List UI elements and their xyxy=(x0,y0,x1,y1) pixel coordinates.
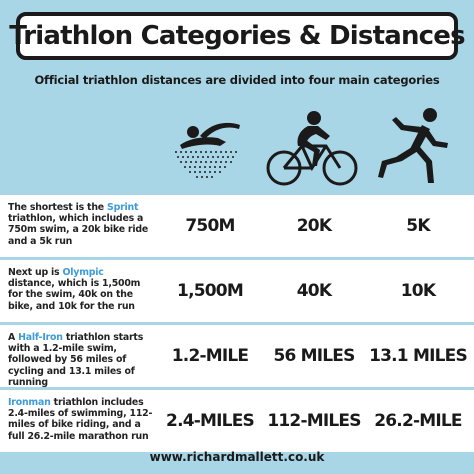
category-label: Olympic xyxy=(62,267,104,278)
swimmer-icon xyxy=(175,122,240,178)
swim-distance: 750M xyxy=(185,216,235,236)
bike-distance: 112-MILES xyxy=(267,411,361,431)
footer-url: www.richardmallett.co.uk xyxy=(149,450,325,464)
swim-distance: 2.4-MILES xyxy=(166,411,255,431)
bike-distance: 20K xyxy=(296,216,332,236)
run-distance: 13.1 MILES xyxy=(369,346,468,366)
table-row-olympic: Next up is Olympic distance, which is 1,… xyxy=(0,260,474,322)
category-label: Sprint xyxy=(107,202,139,213)
table-row-half-iron: A Half-Iron triathlon starts with a 1.2-… xyxy=(0,325,474,388)
bike-distance: 56 MILES xyxy=(273,346,355,366)
row-description: A Half-Iron triathlon starts with a 1.2-… xyxy=(8,332,144,388)
row-description: Next up is Olympic distance, which is 1,… xyxy=(8,267,141,312)
title-box: Triathlon Categories & Distances xyxy=(9,12,466,60)
category-label: Ironman xyxy=(8,397,51,408)
runner-icon xyxy=(378,108,448,183)
table-row-sprint: The shortest is the Sprint triathlon, wh… xyxy=(0,195,474,257)
run-distance: 10K xyxy=(400,281,436,301)
category-label: Half-Iron xyxy=(18,332,63,343)
run-distance: 5K xyxy=(406,216,430,236)
run-distance: 26.2-MILE xyxy=(374,411,462,431)
bike-distance: 40K xyxy=(296,281,332,301)
table-row-ironman: Ironman triathlon includes 2.4-miles of … xyxy=(0,390,474,452)
row-description: The shortest is the Sprint triathlon, wh… xyxy=(8,202,149,247)
swim-distance: 1,500M xyxy=(177,281,244,301)
row-description: Ironman triathlon includes 2.4-miles of … xyxy=(8,397,153,442)
swim-distance: 1.2-MILE xyxy=(171,346,249,366)
subtitle: Official triathlon distances are divided… xyxy=(34,73,440,87)
cyclist-icon xyxy=(266,111,358,186)
page-title: Triathlon Categories & Distances xyxy=(9,21,465,51)
